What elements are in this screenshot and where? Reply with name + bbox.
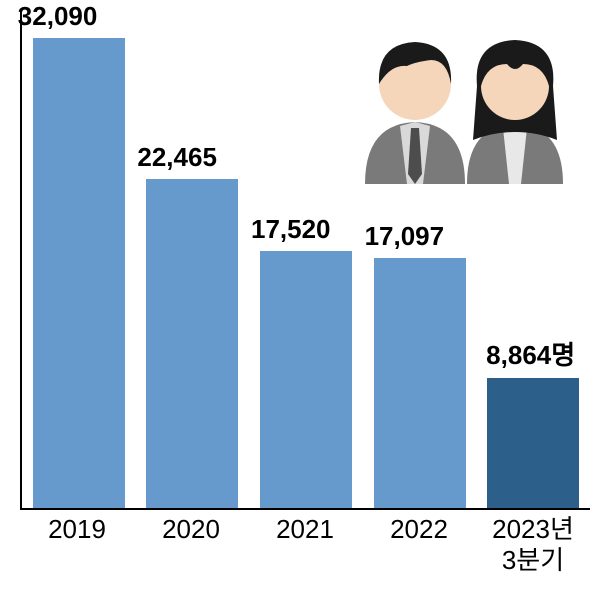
bar-value-label: 17,520 — [251, 214, 331, 245]
bar — [374, 258, 466, 508]
x-axis-label: 2021 — [250, 514, 360, 576]
bar — [33, 38, 125, 508]
x-axis-label: 2022 — [364, 514, 474, 576]
x-axis-label: 2023년 3분기 — [478, 514, 588, 576]
bar — [487, 378, 579, 508]
businesspeople-icon — [355, 14, 575, 184]
bar-value-label: 17,097 — [365, 221, 445, 252]
bar — [146, 179, 238, 508]
bar — [260, 251, 352, 508]
bar-value-label: 8,864명 — [486, 335, 575, 372]
x-axis-label: 2020 — [136, 514, 246, 576]
x-axis-labels: 20192020202120222023년 3분기 — [20, 514, 590, 576]
bar-value-label: 22,465 — [137, 142, 217, 173]
x-axis-label: 2019 — [22, 514, 132, 576]
bar-value-label: 32,090 — [18, 1, 98, 32]
bar-group: 32,090 — [24, 10, 134, 508]
people-illustration — [355, 14, 575, 184]
bar-group: 22,465 — [137, 10, 247, 508]
bar-group: 17,520 — [251, 10, 361, 508]
